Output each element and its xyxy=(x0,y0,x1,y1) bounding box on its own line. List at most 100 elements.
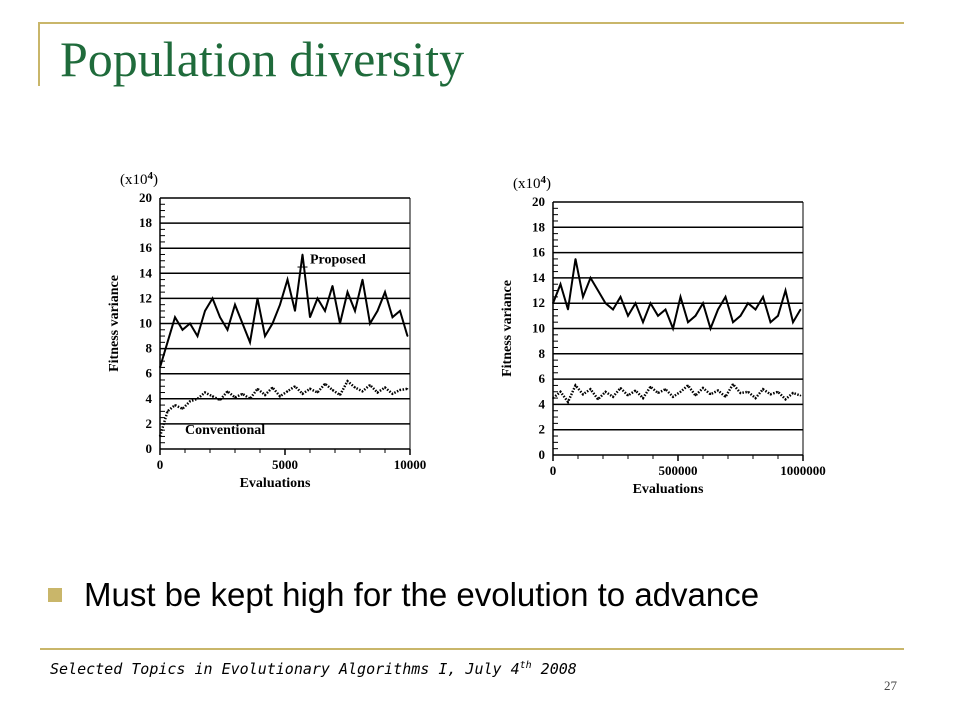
data-point xyxy=(664,388,667,391)
data-point xyxy=(612,396,614,398)
multiplier-label: (x104) xyxy=(513,174,551,192)
data-point xyxy=(574,384,577,387)
data-point xyxy=(552,302,554,304)
data-point xyxy=(166,410,169,413)
data-point xyxy=(301,392,304,395)
data-point xyxy=(634,389,637,392)
data-point xyxy=(732,321,734,323)
data-point xyxy=(747,390,749,393)
data-point xyxy=(399,389,401,391)
series-line-solid xyxy=(552,258,802,332)
data-point xyxy=(369,322,371,325)
data-point xyxy=(279,303,281,306)
y-tick-label: 2 xyxy=(539,422,546,437)
chart-left: (x104) 0 2 4 6 8 10 12 14 16 18 20 0 5000 10000 Evaluat… xyxy=(107,170,426,491)
data-point xyxy=(279,395,281,398)
data-point xyxy=(226,390,229,393)
data-point xyxy=(784,398,787,401)
x-tick-label: 0 xyxy=(157,457,164,472)
data-point xyxy=(702,302,704,304)
data-point xyxy=(324,310,326,312)
data-point xyxy=(241,322,244,325)
data-point xyxy=(324,382,326,385)
data-point xyxy=(604,390,607,393)
footer-sup: th xyxy=(519,660,532,671)
data-point xyxy=(792,321,794,323)
data-point xyxy=(331,389,334,391)
data-point xyxy=(694,315,697,317)
data-point xyxy=(376,310,379,312)
data-point xyxy=(354,310,356,312)
data-point xyxy=(174,316,176,319)
data-point xyxy=(286,278,289,281)
data-point xyxy=(567,308,569,311)
data-point xyxy=(406,387,409,390)
data-point xyxy=(249,341,251,344)
y-axis-label: Fitness variance xyxy=(500,280,515,377)
data-point xyxy=(642,321,644,323)
y-tick-label: 6 xyxy=(539,371,546,386)
data-point xyxy=(376,391,379,394)
data-point xyxy=(241,392,244,395)
data-point xyxy=(627,394,629,397)
data-point xyxy=(196,398,199,400)
slide-title: Population diversity xyxy=(60,31,465,87)
data-point xyxy=(762,388,764,391)
data-point xyxy=(724,296,727,298)
data-point xyxy=(361,390,364,393)
x-tick-label: 1000000 xyxy=(780,463,826,478)
page-number: 27 xyxy=(884,678,897,693)
annotation-proposed: Proposed xyxy=(310,252,366,267)
data-point xyxy=(219,316,221,319)
data-point xyxy=(286,390,289,393)
data-point xyxy=(649,302,652,304)
data-point xyxy=(792,392,794,394)
data-point xyxy=(339,322,341,325)
data-point xyxy=(769,393,772,396)
data-point xyxy=(739,315,742,317)
annotation-conventional: Conventional xyxy=(185,423,265,438)
data-point xyxy=(354,386,356,389)
data-point xyxy=(762,296,764,298)
multiplier-label: (x104) xyxy=(120,170,158,188)
data-point xyxy=(582,296,584,298)
data-point xyxy=(694,394,697,397)
data-point xyxy=(331,285,334,287)
data-point xyxy=(657,315,659,317)
series-line-dotted xyxy=(552,382,801,405)
y-tick-label: 16 xyxy=(532,245,546,260)
data-point xyxy=(339,394,341,396)
data-point xyxy=(316,391,319,394)
data-point xyxy=(294,310,296,312)
y-tick-label: 6 xyxy=(146,366,153,381)
footer-year: 2008 xyxy=(531,660,577,678)
data-point xyxy=(309,316,311,319)
x-axis-label: Evaluations xyxy=(633,482,704,497)
y-axis-label: Fitness variance xyxy=(107,275,122,372)
data-point xyxy=(301,253,304,256)
x-tick-label: 5000 xyxy=(272,457,298,472)
data-point xyxy=(597,289,599,292)
series-line-solid xyxy=(159,254,409,368)
y-tick-label: 14 xyxy=(532,270,546,285)
data-point xyxy=(264,335,266,337)
data-point xyxy=(604,302,607,304)
data-point xyxy=(672,396,674,398)
data-point xyxy=(709,393,712,396)
data-point xyxy=(384,386,386,389)
data-point xyxy=(399,310,401,312)
y-tick-label: 4 xyxy=(146,391,153,406)
data-point xyxy=(642,397,644,399)
data-point xyxy=(204,391,206,394)
y-tick-label: 4 xyxy=(539,396,546,411)
data-point xyxy=(702,387,704,389)
data-point xyxy=(189,322,191,325)
bullet-text: Must be kept high for the evolution to a… xyxy=(84,576,760,613)
data-point xyxy=(361,278,364,281)
data-point xyxy=(799,394,802,397)
left-rule xyxy=(38,22,40,86)
y-tick-label: 20 xyxy=(532,194,545,209)
top-rule xyxy=(40,22,904,24)
data-point xyxy=(679,390,682,393)
data-point xyxy=(687,384,689,387)
